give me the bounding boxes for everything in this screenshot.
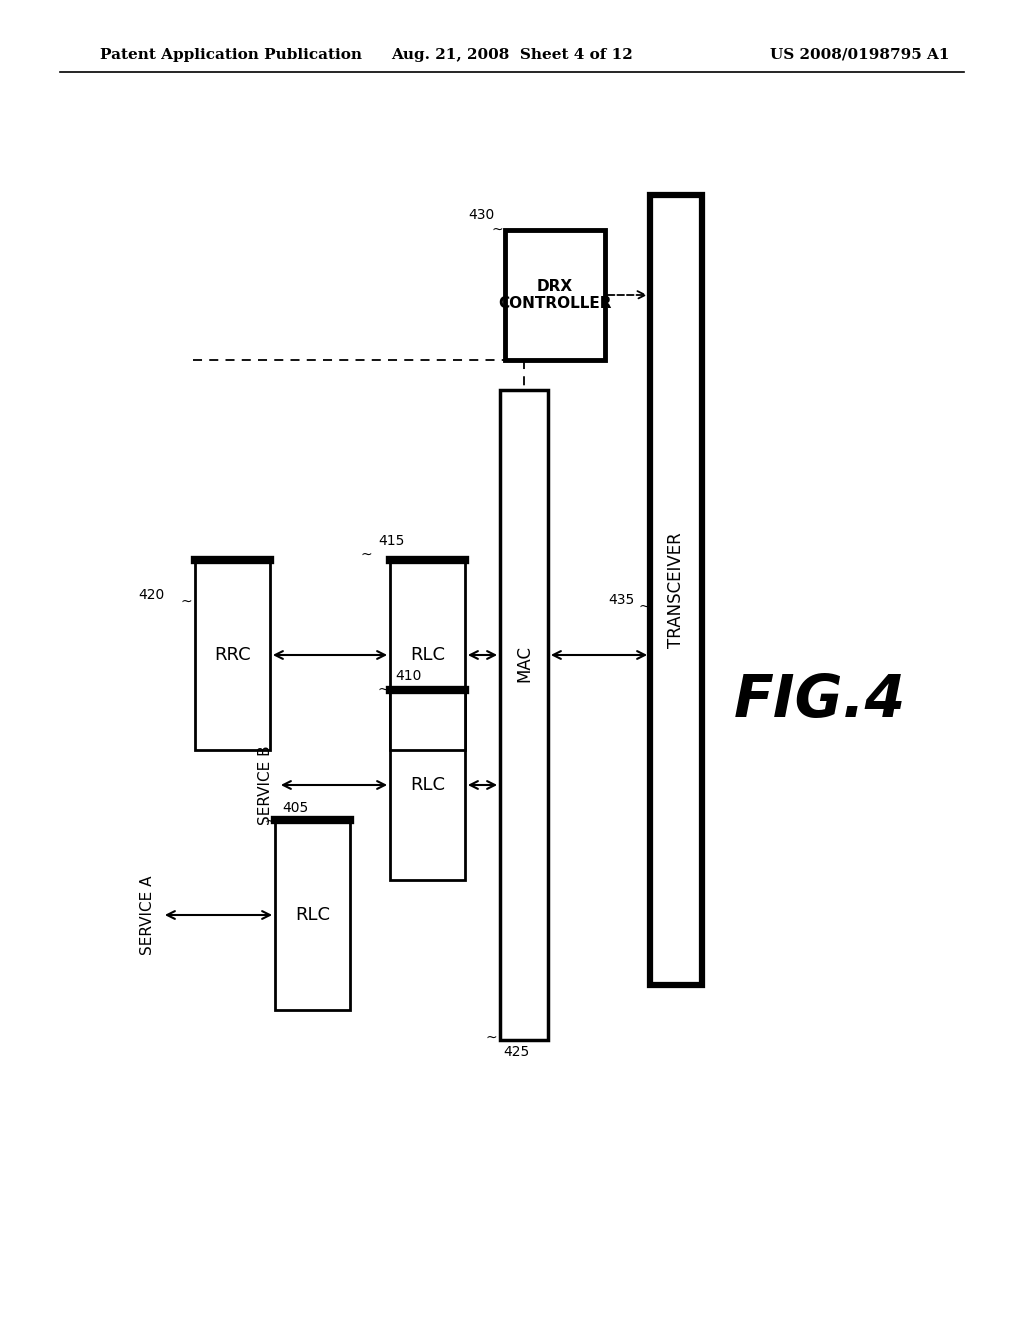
Text: RLC: RLC [410, 645, 445, 664]
Text: TRANSCEIVER: TRANSCEIVER [667, 532, 685, 648]
Bar [390, 560, 465, 750]
Text: 415: 415 [378, 535, 404, 548]
Text: RLC: RLC [295, 906, 330, 924]
Text: RRC: RRC [214, 645, 251, 664]
Bar [275, 820, 350, 1010]
Bar [195, 560, 270, 750]
Bar [390, 690, 465, 880]
Bar [500, 389, 548, 1040]
Text: Aug. 21, 2008  Sheet 4 of 12: Aug. 21, 2008 Sheet 4 of 12 [391, 48, 633, 62]
Text: 425: 425 [503, 1045, 529, 1059]
Text: SERVICE A: SERVICE A [140, 875, 156, 954]
Text: ~: ~ [264, 814, 275, 829]
Text: 435: 435 [608, 593, 634, 607]
Bar [505, 230, 605, 360]
Text: DRX
CONTROLLER: DRX CONTROLLER [499, 279, 611, 312]
Text: ~: ~ [638, 601, 650, 614]
Text: 420: 420 [138, 587, 164, 602]
Text: US 2008/0198795 A1: US 2008/0198795 A1 [770, 48, 950, 62]
Text: 430: 430 [468, 209, 495, 222]
Text: SERVICE B: SERVICE B [257, 746, 272, 825]
Text: MAC: MAC [515, 644, 534, 681]
Bar [650, 195, 702, 985]
Text: Patent Application Publication: Patent Application Publication [100, 48, 362, 62]
Text: 405: 405 [282, 801, 308, 814]
Text: ~: ~ [485, 1031, 497, 1045]
Text: ~: ~ [377, 682, 389, 697]
Text: ~: ~ [492, 223, 503, 238]
Text: ~: ~ [180, 595, 191, 609]
Text: RLC: RLC [410, 776, 445, 795]
Text: 410: 410 [395, 669, 421, 682]
Text: ~: ~ [360, 548, 372, 562]
Text: FIG.4: FIG.4 [734, 672, 906, 729]
